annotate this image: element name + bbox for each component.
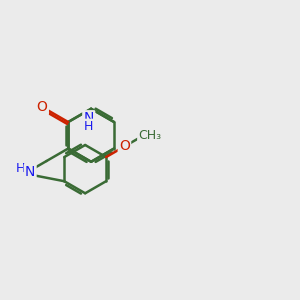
Text: H: H: [84, 120, 93, 133]
Text: N: N: [84, 112, 94, 125]
Text: O: O: [119, 140, 130, 154]
Text: N: N: [25, 165, 35, 179]
Text: CH₃: CH₃: [138, 129, 161, 142]
Text: O: O: [37, 100, 48, 114]
Text: H: H: [16, 162, 25, 175]
